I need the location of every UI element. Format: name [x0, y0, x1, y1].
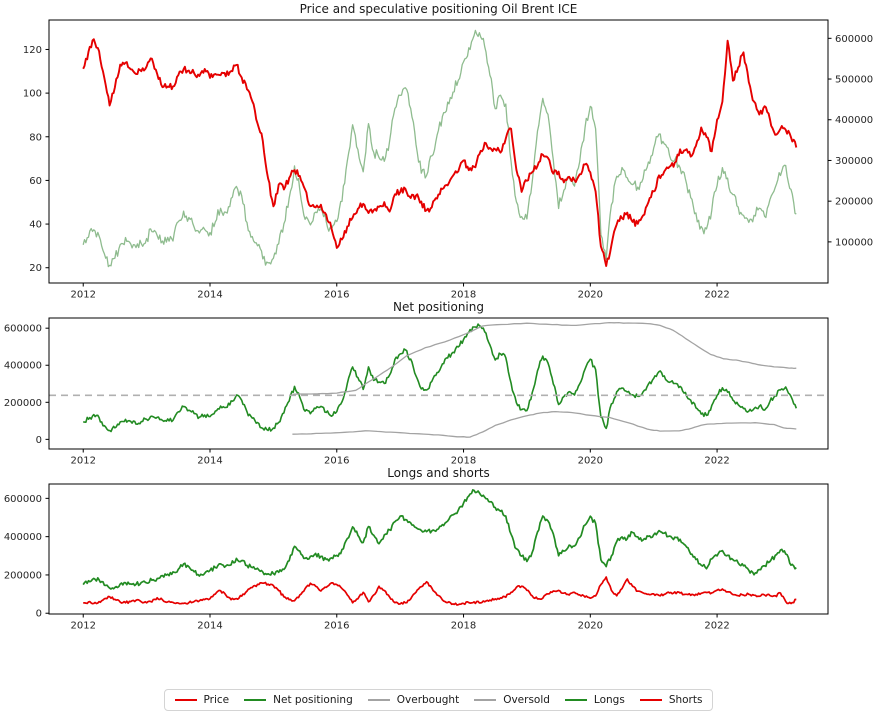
y-tick-label: 400000: [4, 361, 42, 372]
net-positioning-line: [83, 323, 798, 433]
legend-label-oversold: Oversold: [503, 694, 550, 706]
overbought-line: [292, 321, 797, 395]
y-tick-label: 0: [36, 609, 42, 620]
x-tick-label: 2022: [704, 456, 729, 467]
x-tick-label: 2012: [71, 621, 96, 632]
y-tick-label: 40: [29, 220, 42, 231]
y2-tick-label: 600000: [835, 34, 873, 45]
x-tick-label: 2014: [197, 290, 222, 301]
y-tick-label: 400000: [4, 532, 42, 543]
y-tick-label: 60: [29, 176, 42, 187]
net-positioning-line-swatch: [244, 699, 267, 701]
legend-label-net-positioning: Net positioning: [273, 694, 353, 706]
x-tick-label: 2016: [324, 621, 349, 632]
price-line: [82, 38, 798, 267]
y2-tick-label: 400000: [835, 115, 873, 126]
x-tick-label: 2018: [451, 621, 476, 632]
chart3-title: Longs and shorts: [387, 466, 490, 480]
chart1-title: Price and speculative positioning Oil Br…: [299, 2, 578, 16]
y-tick-label: 600000: [4, 324, 42, 335]
x-tick-label: 2012: [71, 290, 96, 301]
y-tick-label: 120: [23, 45, 42, 56]
longs-shorts-panel: 2012 2014 2016 2018 2020 2022 0 200000 400000 600…: [4, 483, 829, 632]
legend-label-longs: Longs: [593, 694, 625, 706]
x-tick-label: 2012: [71, 456, 96, 467]
net-positioning-panel: 2012 2014 2016 2018 2020 2022 0 200000 400000 600…: [4, 317, 829, 467]
legend-item-shorts: Shorts: [639, 694, 703, 706]
shorts-line-swatch: [639, 699, 662, 701]
x-tick-label: 2014: [197, 456, 222, 467]
y-tick-label: 100: [23, 89, 42, 100]
longs-line-swatch: [564, 699, 587, 701]
legend-item-net-positioning: Net positioning: [244, 694, 353, 706]
y2-tick-label: 500000: [835, 75, 873, 86]
y2-tick-label: 300000: [835, 156, 873, 167]
shorts-line: [83, 576, 797, 606]
y2-tick-label: 200000: [835, 197, 873, 208]
y-tick-label: 200000: [4, 398, 42, 409]
y-tick-label: 20: [29, 263, 42, 274]
y2-tick-label: 100000: [835, 237, 873, 248]
longs-line: [82, 489, 797, 590]
x-tick-label: 2020: [578, 456, 603, 467]
y-tick-label: 200000: [4, 570, 42, 581]
x-tick-label: 2020: [578, 290, 603, 301]
plot-border: [48, 19, 829, 284]
x-tick-label: 2016: [324, 456, 349, 467]
y-tick-label: 600000: [4, 494, 42, 505]
legend-item-oversold: Oversold: [474, 694, 550, 706]
x-tick-label: 2018: [451, 456, 476, 467]
plot-border: [48, 317, 829, 450]
x-tick-label: 2018: [451, 290, 476, 301]
speculative-positioning-line: [82, 29, 797, 268]
legend-label-price: Price: [203, 694, 230, 706]
x-tick-label: 2022: [704, 290, 729, 301]
oversold-line-swatch: [474, 699, 497, 701]
x-tick-label: 2016: [324, 290, 349, 301]
x-tick-label: 2014: [197, 621, 222, 632]
y-tick-label: 80: [29, 132, 42, 143]
overbought-line-swatch: [367, 699, 390, 701]
x-tick-label: 2020: [578, 621, 603, 632]
legend-item-longs: Longs: [564, 694, 625, 706]
charts-canvas: 2012 2014 2016 2018 2020 2022 20 40 60 80 100 120 10…: [4, 19, 873, 632]
plot-border: [48, 483, 829, 615]
legend-box: Price Net positioning Overbought Oversol…: [163, 689, 714, 711]
oversold-line: [292, 410, 797, 438]
y-tick-label: 0: [36, 435, 42, 446]
legend: Price Net positioning Overbought Oversol…: [49, 689, 828, 711]
legend-item-price: Price: [174, 694, 230, 706]
legend-label-overbought: Overbought: [396, 694, 460, 706]
x-tick-label: 2022: [704, 621, 729, 632]
price-positioning-panel: 2012 2014 2016 2018 2020 2022 20 40 60 80 100 120 10…: [23, 19, 873, 301]
price-line-swatch: [174, 699, 197, 701]
chart2-title: Net positioning: [393, 300, 484, 314]
legend-label-shorts: Shorts: [668, 694, 703, 706]
legend-item-overbought: Overbought: [367, 694, 460, 706]
